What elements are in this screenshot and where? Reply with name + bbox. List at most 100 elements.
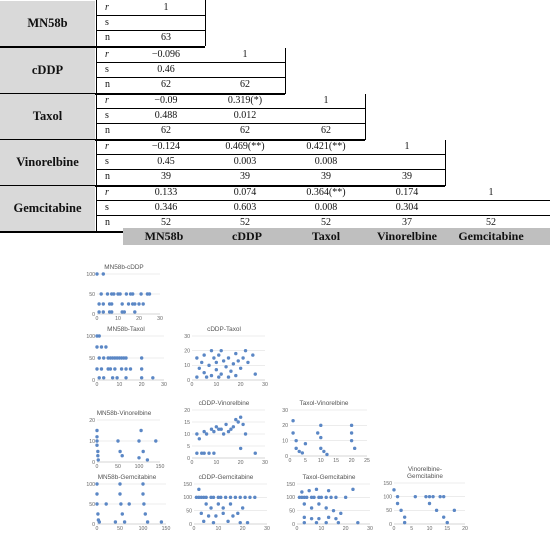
data-point — [112, 292, 116, 296]
data-point — [105, 292, 110, 296]
data-point — [137, 439, 141, 443]
row-divider — [97, 77, 285, 79]
y-tick-label: 150 — [286, 482, 295, 488]
table-cell: 0.012 — [233, 110, 257, 122]
data-point — [395, 494, 400, 499]
data-point — [195, 451, 199, 455]
data-point — [314, 487, 319, 492]
row-divider — [97, 30, 205, 32]
data-point — [139, 356, 144, 360]
data-point — [110, 376, 115, 380]
data-point — [131, 292, 135, 296]
data-point — [300, 490, 304, 494]
data-point — [231, 425, 236, 429]
data-point — [102, 376, 106, 380]
row-divider — [97, 215, 550, 217]
data-point — [226, 356, 231, 360]
data-point — [236, 420, 240, 424]
data-point — [219, 372, 223, 376]
data-point — [200, 451, 204, 455]
data-point — [141, 492, 145, 496]
data-point — [241, 356, 245, 360]
data-point — [319, 435, 323, 440]
data-point — [141, 302, 145, 306]
data-point — [424, 494, 428, 499]
data-point — [413, 494, 417, 499]
data-point — [108, 367, 113, 371]
stat-symbol: n — [105, 171, 110, 183]
data-point — [395, 501, 400, 506]
data-point — [219, 427, 223, 431]
data-point — [202, 353, 206, 357]
y-tick-label: 10 — [282, 438, 288, 444]
data-point — [251, 353, 255, 357]
data-point — [124, 356, 128, 360]
stat-symbol: n — [105, 125, 110, 137]
data-point — [253, 495, 257, 500]
x-tick-label: 20 — [462, 526, 468, 532]
data-point — [124, 367, 128, 371]
data-point — [291, 419, 295, 423]
x-tick-label: 0 — [393, 526, 396, 532]
y-tick-label: 0 — [292, 522, 295, 528]
table-cell: 1 — [323, 95, 329, 106]
table-cell: 0.488 — [154, 110, 178, 122]
data-point — [209, 506, 213, 510]
row-label-gemcitabine: Gemcitabine — [0, 186, 95, 231]
data-point — [399, 508, 403, 513]
x-tick-label: 100 — [139, 526, 148, 532]
data-point — [139, 376, 144, 380]
data-point — [127, 502, 131, 506]
plot-title: Vinorelbine- Gemcitabine — [407, 466, 443, 480]
data-point — [104, 345, 108, 349]
data-point — [300, 495, 304, 500]
data-point — [118, 292, 122, 296]
data-point — [349, 431, 354, 435]
data-point — [113, 520, 118, 524]
data-point — [119, 367, 124, 371]
y-tick-label: 50 — [89, 356, 95, 362]
data-point — [97, 376, 101, 380]
x-tick-label: 100 — [135, 464, 144, 470]
data-point — [216, 502, 221, 506]
data-point — [97, 334, 101, 338]
group-border — [0, 45, 205, 48]
data-point — [402, 520, 407, 525]
stat-symbol: s — [105, 17, 109, 29]
data-point — [195, 375, 199, 379]
table-cell: 0.45 — [157, 156, 175, 168]
stat-symbol: r — [105, 95, 109, 106]
data-point — [97, 356, 101, 360]
data-point — [101, 302, 105, 306]
column-header-cddp: cDDP — [232, 229, 262, 243]
data-point — [217, 353, 221, 357]
y-tick-label: 50 — [186, 508, 192, 514]
data-point — [209, 427, 214, 431]
table-cell — [367, 154, 447, 169]
data-point — [197, 366, 201, 370]
data-point — [297, 449, 301, 454]
y-tick-label: 0 — [187, 456, 190, 462]
y-tick-label: 10 — [184, 363, 190, 369]
y-tick-label: 20 — [184, 348, 190, 354]
data-point — [442, 515, 446, 519]
x-tick-label: 50 — [117, 526, 123, 532]
data-point — [326, 488, 331, 493]
x-tick-label: 10 — [213, 460, 219, 466]
data-point — [294, 438, 298, 443]
data-point — [133, 310, 137, 314]
scatter-plot: cDDP-Taxol 0 10 20 30 0 10 20 30 — [180, 326, 268, 388]
plot-title: cDDP-Gemcitabine — [198, 474, 254, 481]
data-point — [151, 376, 155, 380]
data-point — [147, 292, 152, 296]
data-point — [253, 372, 257, 376]
data-point — [97, 302, 101, 306]
data-point — [248, 495, 252, 500]
data-point — [204, 495, 208, 500]
table-cell: 39 — [240, 171, 250, 183]
data-point — [95, 345, 99, 349]
x-tick-label: 30 — [367, 526, 373, 532]
data-point — [226, 429, 231, 434]
data-point — [445, 520, 449, 525]
data-point — [302, 515, 306, 520]
